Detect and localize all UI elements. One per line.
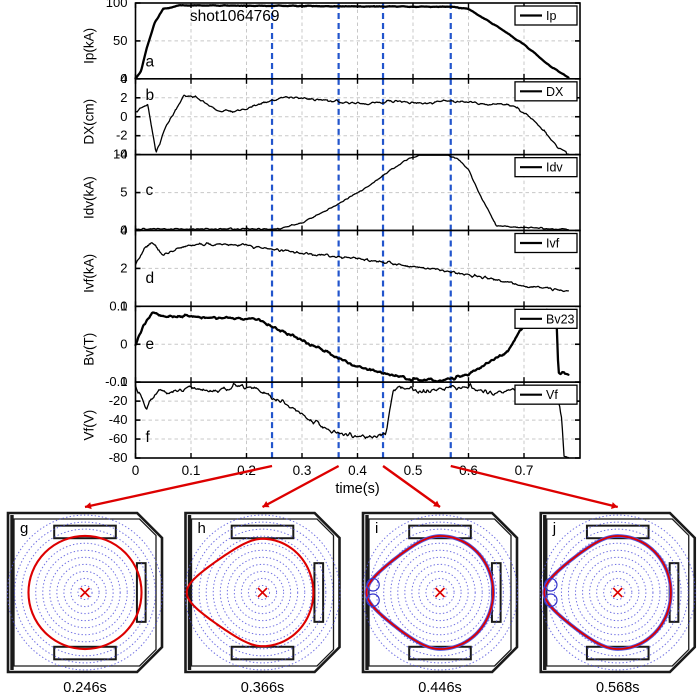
svg-text:Ivf: Ivf — [546, 237, 560, 251]
svg-text:b: b — [146, 87, 155, 104]
svg-text:0.1: 0.1 — [182, 463, 201, 478]
svg-text:4: 4 — [120, 71, 127, 86]
svg-text:DX(cm): DX(cm) — [82, 99, 97, 145]
svg-text:0.366s: 0.366s — [241, 680, 285, 696]
svg-text:0.5: 0.5 — [404, 463, 423, 478]
svg-text:-60: -60 — [109, 431, 128, 446]
svg-text:0.7: 0.7 — [515, 463, 534, 478]
svg-text:Ip(kA): Ip(kA) — [82, 28, 97, 64]
svg-text:0.4: 0.4 — [348, 463, 367, 478]
svg-text:j: j — [552, 520, 556, 537]
svg-text:g: g — [20, 520, 28, 537]
svg-text:2: 2 — [120, 90, 127, 105]
svg-text:f: f — [146, 429, 151, 446]
svg-text:e: e — [146, 336, 155, 353]
svg-text:0.1: 0.1 — [109, 298, 127, 313]
svg-text:10: 10 — [113, 147, 127, 162]
svg-text:0: 0 — [120, 374, 127, 389]
svg-text:Ivf(kA): Ivf(kA) — [82, 254, 97, 293]
svg-text:Vf: Vf — [546, 388, 558, 402]
svg-text:c: c — [146, 182, 154, 199]
svg-text:-40: -40 — [109, 412, 128, 427]
svg-text:d: d — [146, 270, 155, 287]
svg-text:Idv(kA): Idv(kA) — [82, 176, 97, 219]
svg-text:2: 2 — [120, 260, 127, 275]
svg-text:shot1064769: shot1064769 — [190, 8, 280, 25]
svg-text:Ip: Ip — [546, 9, 556, 23]
svg-text:100: 100 — [106, 0, 128, 10]
svg-text:Idv: Idv — [546, 161, 563, 175]
svg-text:i: i — [375, 520, 378, 537]
svg-text:time(s): time(s) — [335, 481, 379, 497]
svg-text:0.446s: 0.446s — [418, 680, 462, 696]
svg-text:0.568s: 0.568s — [596, 680, 640, 696]
svg-text:a: a — [146, 54, 155, 71]
svg-text:-20: -20 — [109, 393, 128, 408]
svg-text:0: 0 — [120, 336, 127, 351]
svg-text:0: 0 — [120, 109, 127, 124]
svg-text:0: 0 — [132, 463, 140, 478]
svg-text:DX: DX — [546, 85, 564, 99]
svg-text:h: h — [198, 520, 206, 537]
svg-text:4: 4 — [120, 223, 127, 238]
svg-text:-80: -80 — [109, 450, 128, 465]
svg-text:50: 50 — [113, 33, 127, 48]
svg-text:Vf(V): Vf(V) — [82, 410, 97, 441]
svg-text:5: 5 — [120, 185, 127, 200]
svg-text:0.3: 0.3 — [293, 463, 312, 478]
svg-text:-2: -2 — [116, 128, 128, 143]
svg-text:Bv23: Bv23 — [546, 312, 575, 326]
svg-text:Bv(T): Bv(T) — [82, 333, 97, 366]
svg-text:0.246s: 0.246s — [63, 680, 107, 696]
